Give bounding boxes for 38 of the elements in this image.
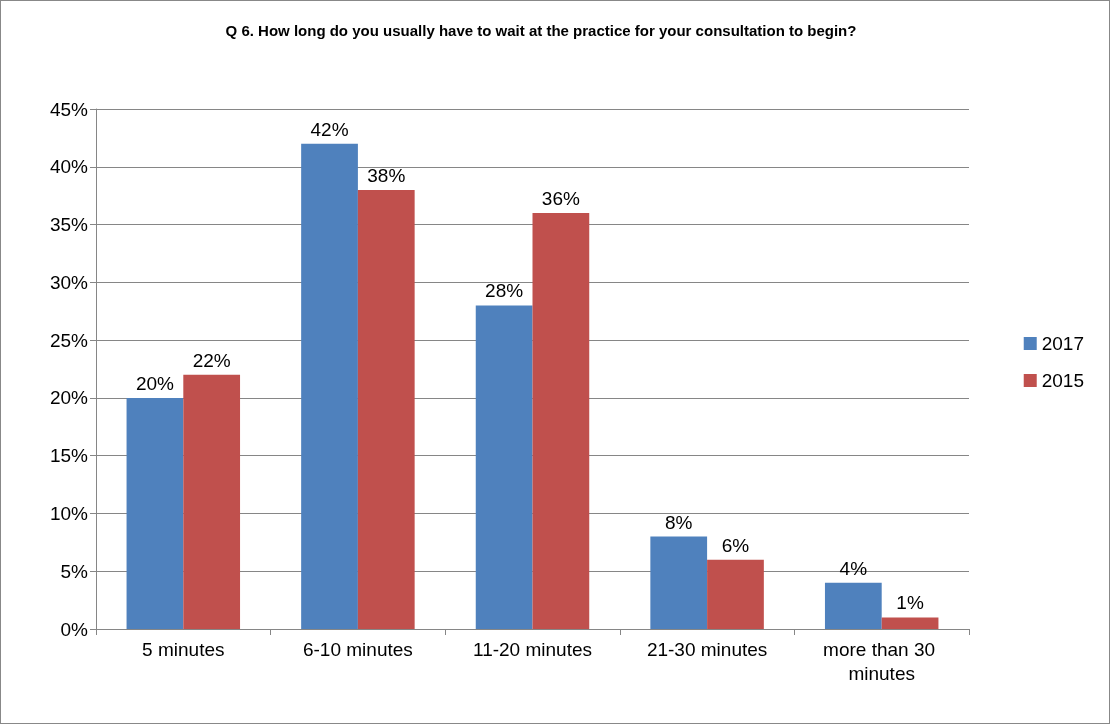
data-label: 1% bbox=[896, 592, 924, 614]
bar bbox=[183, 374, 241, 629]
bar bbox=[881, 617, 939, 629]
y-tick-label: 35% bbox=[49, 214, 89, 236]
bar bbox=[126, 397, 184, 629]
data-label: 36% bbox=[541, 188, 580, 209]
bar bbox=[475, 305, 533, 629]
data-label: 6% bbox=[721, 534, 750, 556]
y-tick-label: 5% bbox=[60, 560, 89, 582]
data-label: 28% bbox=[485, 280, 524, 302]
y-tick-label: 10% bbox=[49, 502, 89, 524]
y-tick-label: 45% bbox=[49, 98, 89, 120]
data-label: 20% bbox=[135, 372, 175, 394]
y-tick-label: 0% bbox=[60, 618, 89, 640]
bar bbox=[357, 189, 415, 629]
x-tick-label: more than 30 minutes bbox=[823, 638, 941, 684]
y-tick-label: 30% bbox=[49, 271, 89, 293]
y-tick-label: 20% bbox=[49, 387, 89, 409]
chart-title: Q 6. How long do you usually have to wait at the practice for your consultation to begin? bbox=[225, 21, 857, 39]
x-tick-label: 5 minutes bbox=[142, 638, 225, 660]
legend-label: 2015 bbox=[1041, 370, 1085, 391]
y-tick-label: 15% bbox=[49, 445, 89, 467]
y-tick-label: 25% bbox=[49, 329, 89, 351]
bar bbox=[301, 143, 358, 629]
bar bbox=[707, 559, 764, 629]
data-label: 8% bbox=[664, 511, 693, 533]
bar bbox=[824, 582, 882, 629]
y-tick-label: 40% bbox=[49, 156, 89, 178]
x-tick-label: 11-20 minutes bbox=[473, 638, 592, 660]
data-label: 42% bbox=[310, 118, 349, 140]
data-label: 4% bbox=[839, 557, 868, 579]
data-label: 22% bbox=[192, 349, 231, 371]
x-tick-label: 21-30 minutes bbox=[646, 638, 768, 660]
bar bbox=[650, 536, 708, 629]
bar bbox=[532, 213, 590, 629]
data-label: 38% bbox=[367, 164, 406, 186]
legend-label: 2017 bbox=[1041, 333, 1085, 354]
x-tick-label: 6-10 minutes bbox=[302, 638, 413, 660]
